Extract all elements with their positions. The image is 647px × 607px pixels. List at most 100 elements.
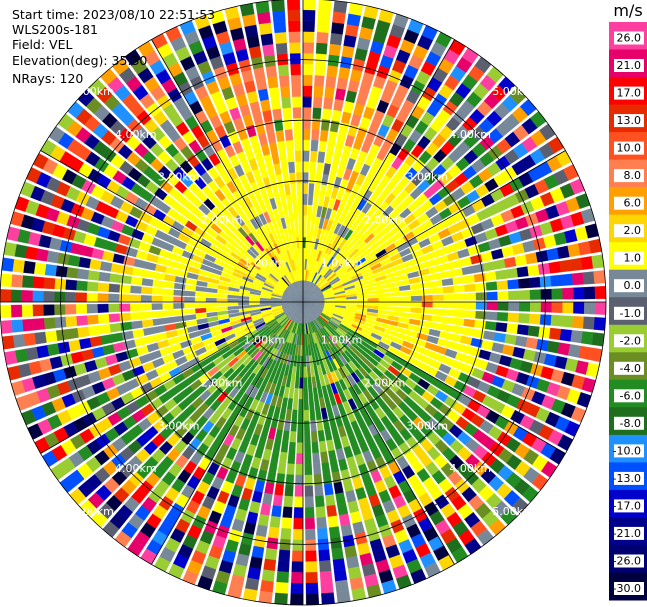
ray-gate [112,253,125,264]
ray-gate [559,328,573,342]
ray-gate [389,306,401,312]
ray-gate [129,303,142,312]
ray-gate [237,299,250,303]
ray-gate [205,287,218,294]
ray-gate [302,236,306,249]
ray-gate [527,264,540,277]
ray-gate [518,278,530,289]
ray-gate [463,318,476,328]
ray-gate [408,277,421,285]
ray-gate [259,459,270,472]
colorbar-tick-bg [614,471,644,485]
ray-gate [279,151,287,164]
ray-gate [1,335,15,350]
ray-gate [97,303,109,313]
ray-gate [296,442,304,454]
ray-gate [302,31,315,43]
ray-gate [303,355,307,368]
colorbar-tick-label: 0.0 [624,279,642,292]
ray-gate [303,388,309,400]
ray-gate [276,571,289,584]
ray-gate [261,569,275,582]
ray-gate [463,274,476,284]
ray-gate [141,319,154,328]
colorbar-tick-label: -21.0 [613,527,641,540]
ray-gate [267,76,279,89]
ray-gate [119,284,131,294]
ray-gate [100,334,113,345]
colorbar-tick-bg [614,224,644,238]
ray-gate [130,320,143,330]
ray-gate [582,316,595,330]
colorbar-tick-label: -17.0 [613,499,641,512]
ray-gate [273,21,287,34]
ray-gate [318,140,327,153]
ray-gate [356,298,369,302]
ray-gate [306,366,312,378]
ray-gate [276,53,289,66]
ray-gate [172,296,185,303]
ray-gate [277,462,287,475]
ray-gate [194,302,206,308]
ray-gate [538,326,551,339]
ray-gate [317,538,330,551]
ray-gate [300,247,303,259]
ray-gate [453,284,466,293]
ray-gate [268,460,278,474]
ray-gate [356,301,369,305]
ray-gate [428,328,441,338]
ray-gate [333,569,348,582]
ray-gate [356,304,368,309]
ray-gate [257,514,270,527]
ray-gate [78,256,91,269]
ray-gate [449,259,462,270]
ray-gate [317,527,329,540]
ray-gate [497,291,509,301]
ray-gate [493,332,507,343]
ray-gate [252,145,263,159]
ray-gate [399,312,411,318]
ray-gate [162,288,174,296]
ray-gate [227,294,239,299]
ray-gate [571,272,584,286]
ray-gate [303,377,308,389]
ray-gate [78,337,92,350]
ray-gate [43,290,55,303]
ray-gate [152,279,164,288]
ray-gate [65,316,78,328]
ray-gate [293,388,299,400]
ray-gate [46,250,60,264]
ray-gate [23,332,36,347]
ray-gate [262,448,272,461]
ray-gate [282,107,292,120]
ray-gate [293,518,304,530]
ray-gate [313,96,323,109]
ray-gate [258,132,268,146]
ray-gate [421,295,434,301]
ray-gate [310,215,316,228]
ray-gate [305,237,310,249]
ray-gate [288,387,295,400]
ray-gate [129,285,142,294]
ray-gate [278,549,291,562]
ray-gate [288,441,296,454]
ray-gate [280,528,292,540]
ray-gate [388,291,401,297]
ray-gate [102,344,116,356]
ray-gate [302,226,307,238]
ray-gate [290,593,304,606]
ray-gate [302,96,312,108]
ray-gate [97,314,110,324]
ray-gate [275,429,283,442]
ray-gate [309,409,316,421]
ray-gate [497,301,509,311]
ray-gate [154,332,168,342]
ray-gate [389,296,401,302]
ray-gate [311,441,319,454]
colorbar-tick-bg [614,114,644,128]
ray-gate [75,280,88,291]
ray-gate [275,581,289,594]
ray-gate [315,42,328,55]
ray-gate [135,250,149,261]
colorbar-tick-label: -2.0 [620,334,641,347]
